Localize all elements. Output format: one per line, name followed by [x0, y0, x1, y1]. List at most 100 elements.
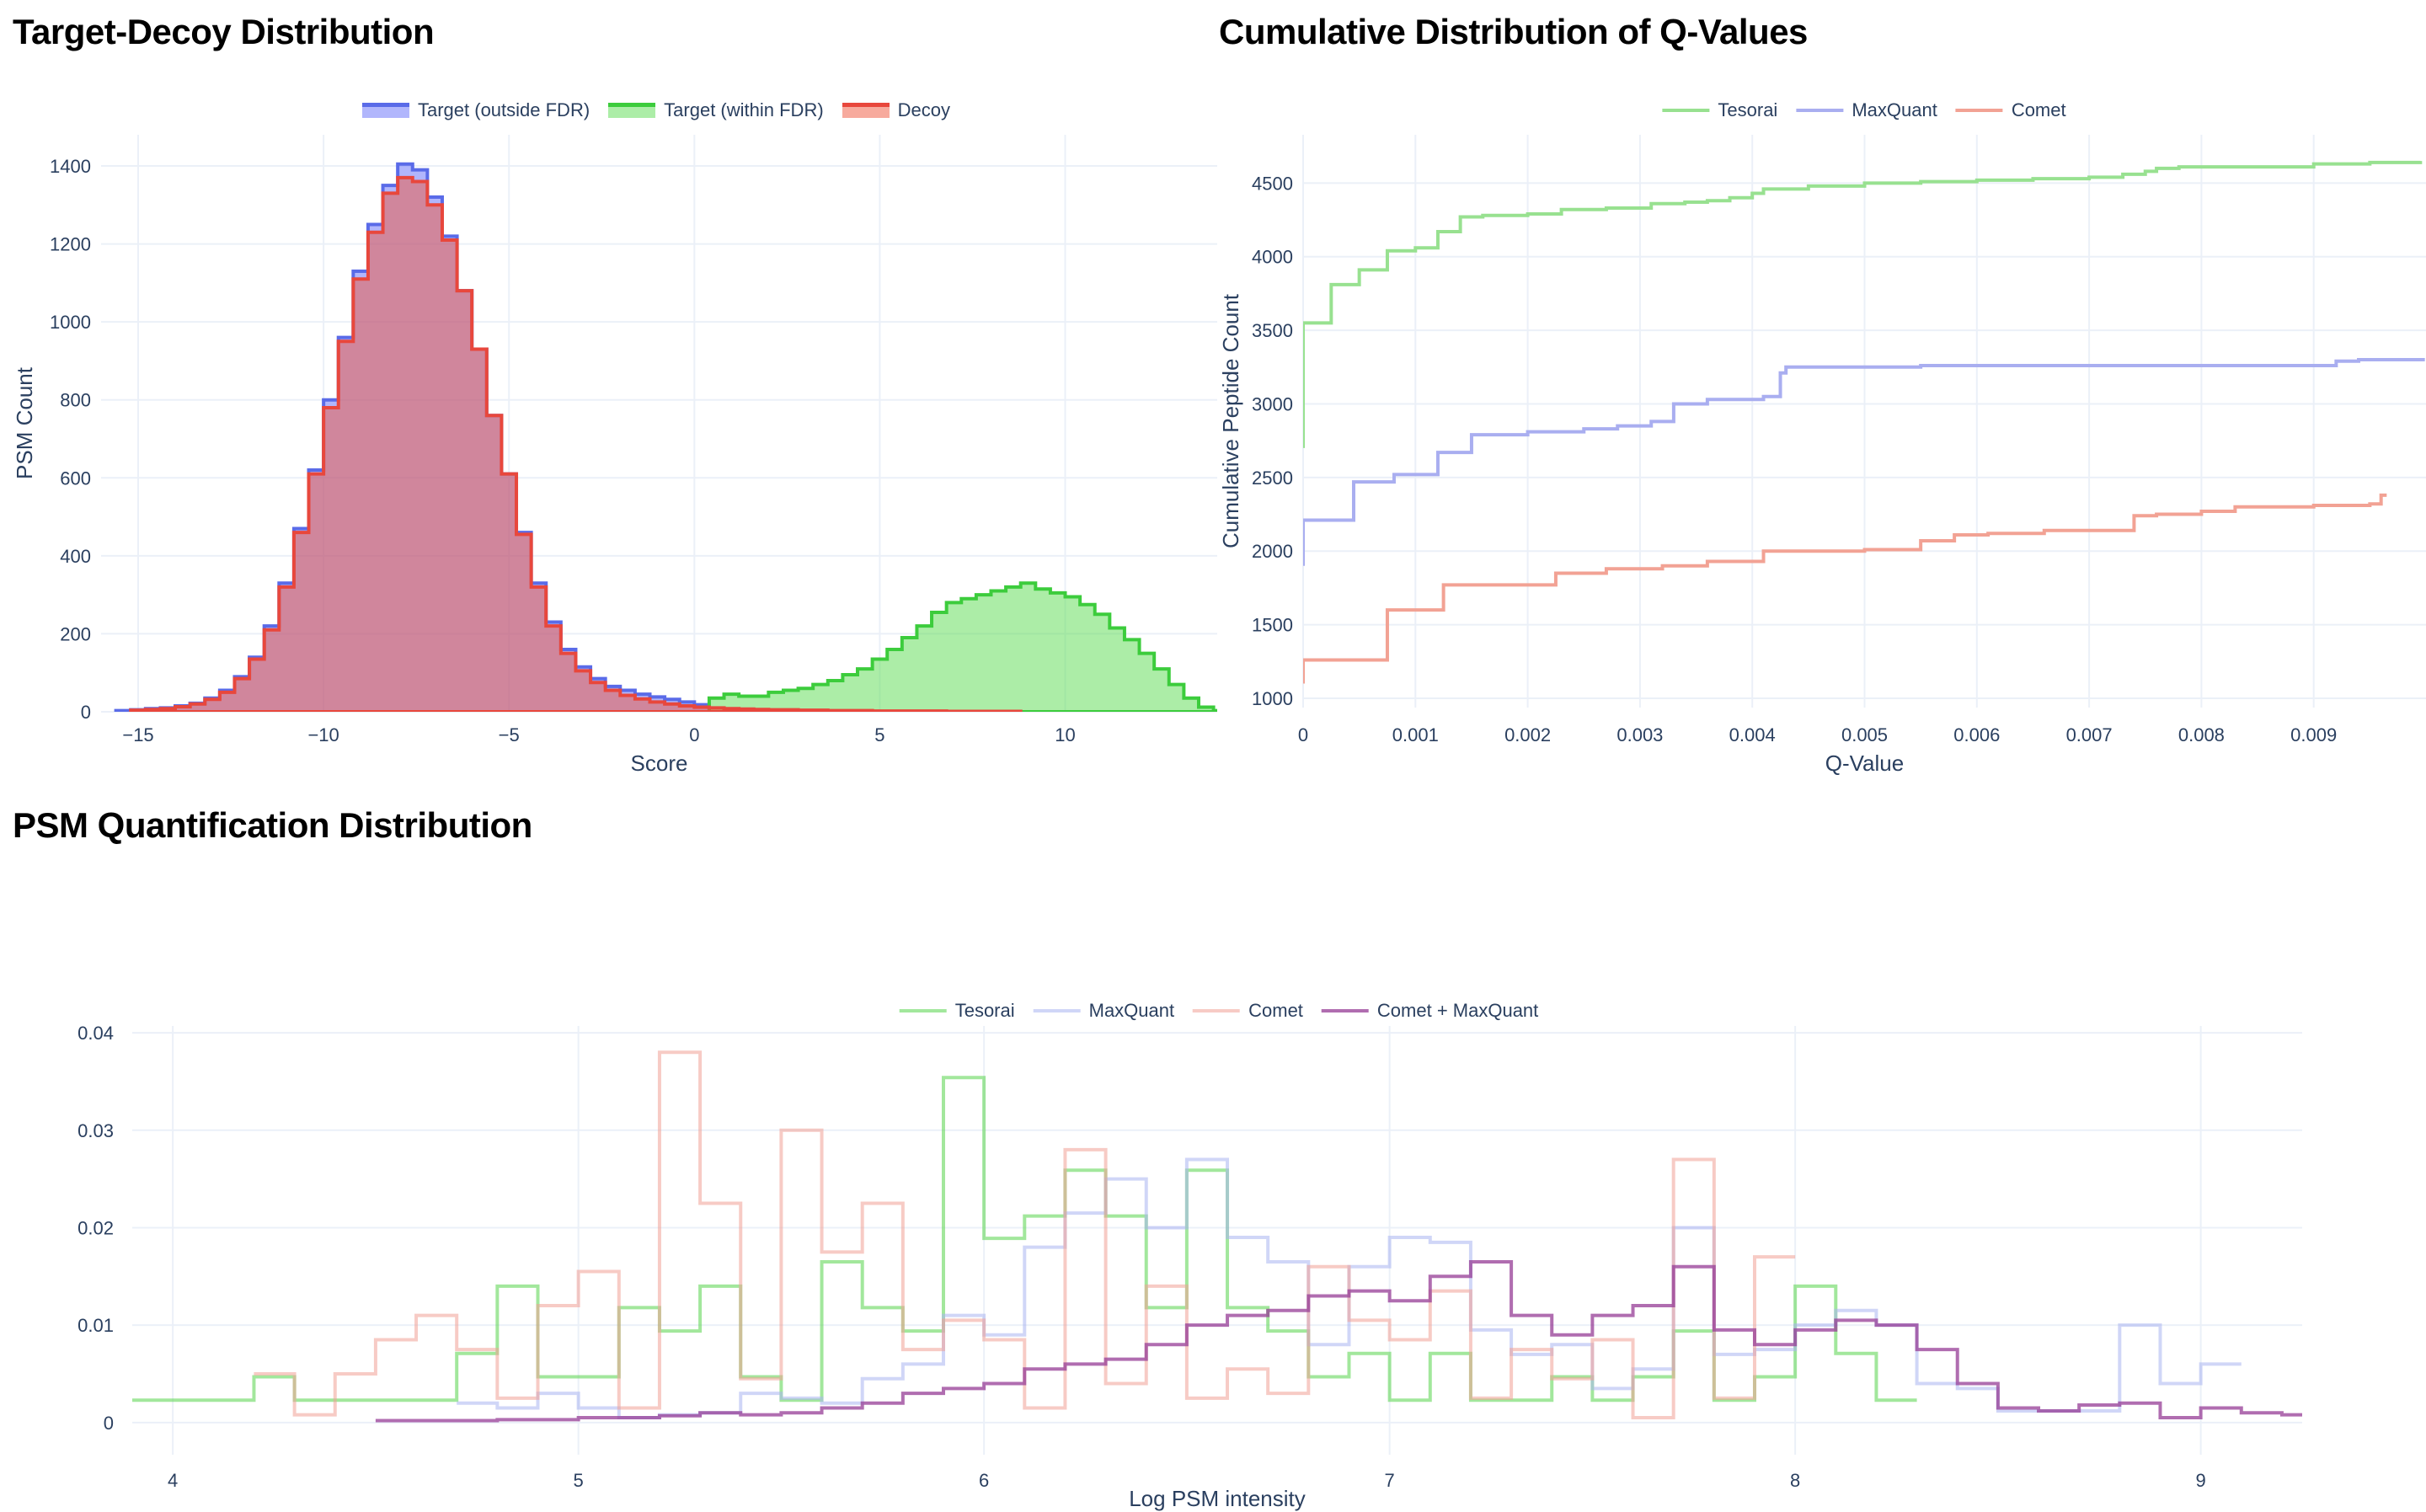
y-tick-label: 1200 [50, 234, 91, 255]
y-axis-title: Cumulative Peptide Count [1218, 293, 1243, 548]
legend-item-comet[interactable]: Comet [1193, 1000, 1303, 1022]
plot-area [114, 162, 1217, 712]
series-comet [1303, 493, 2387, 684]
plot-area [132, 1050, 2302, 1423]
x-tick-label: 6 [979, 1470, 989, 1491]
qvalue-chart: 0 0.001 0.002 0.003 0.004 0.005 0.006 0.007 0.00… [1218, 135, 2426, 776]
legend-label: MaxQuant [1852, 99, 1937, 120]
x-tick-label: −15 [122, 724, 153, 745]
legend-swatch [1193, 1009, 1241, 1012]
x-axis-title: Log PSM intensity [1129, 1486, 1306, 1511]
y-axis-title: PSM Count [12, 366, 37, 479]
x-tick-label: −5 [499, 724, 520, 745]
step-line [1303, 160, 2423, 448]
y-tick-label: 200 [60, 623, 91, 644]
target-decoy-chart: −15 −10 −5 0 5 10 0 200 400 600 800 1000 1200 1400 Sco… [12, 135, 1217, 776]
x-tick-label: 0.005 [1841, 724, 1888, 745]
legend-label: Target (outside FDR) [417, 99, 590, 120]
x-tick-label: 9 [2196, 1470, 2206, 1491]
x-tick-label: 7 [1385, 1470, 1395, 1491]
x-axis-title: Score [631, 751, 688, 776]
legend-label: Comet [1248, 1000, 1303, 1021]
x-tick-label: 5 [874, 724, 884, 745]
y-tick-label: 0 [81, 702, 91, 723]
legend-item-tesorai[interactable]: Tesorai [899, 1000, 1015, 1022]
series-decoy [129, 175, 1023, 712]
legend-swatch [1033, 1009, 1081, 1012]
y-tick-label: 0.04 [77, 1023, 114, 1044]
legend-item-target-outside[interactable]: Target (outside FDR) [361, 99, 590, 121]
chart-title-qvalues: Cumulative Distribution of Q-Values [1219, 12, 1808, 51]
legend-swatch [1321, 1009, 1369, 1012]
y-tick-label: 1000 [1252, 688, 1293, 709]
legend-label: Tesorai [954, 1000, 1015, 1021]
legend-item-tesorai[interactable]: Tesorai [1662, 99, 1777, 121]
y-tick-label: 4500 [1252, 173, 1293, 194]
legend-swatch [899, 1009, 947, 1012]
plot-area [1303, 160, 2425, 684]
chart-title-target-decoy: Target-Decoy Distribution [13, 12, 435, 51]
y-tick-label: 0.03 [77, 1120, 114, 1141]
chart-title-quantification: PSM Quantification Distribution [13, 805, 532, 845]
x-tick-label: 0.002 [1504, 724, 1551, 745]
legend-swatch [1796, 109, 1844, 112]
legend-item-comet-maxquant[interactable]: Comet + MaxQuant [1321, 1000, 1539, 1022]
legend-item-decoy[interactable]: Decoy [842, 99, 950, 121]
legend-label: Comet [2011, 99, 2066, 120]
y-tick-label: 3000 [1252, 393, 1293, 414]
x-tick-label: 10 [1055, 724, 1075, 745]
legend-swatch [1662, 109, 1710, 112]
series-maxquant [1303, 358, 2425, 566]
x-tick-label: 0.006 [1953, 724, 2000, 745]
x-tick-label: 8 [1790, 1470, 1800, 1491]
x-tick-label: 5 [574, 1470, 584, 1491]
legend-swatch [608, 103, 656, 118]
y-tick-label: 400 [60, 546, 91, 567]
legend-item-maxquant[interactable]: MaxQuant [1796, 99, 1937, 121]
legend-target-decoy: Target (outside FDR) Target (within FDR)… [361, 99, 950, 121]
x-tick-label: 0.009 [2290, 724, 2337, 745]
x-axis-title: Q-Value [1825, 751, 1904, 776]
quantification-chart: 4 5 6 7 8 9 0 0.01 0.02 0.03 0.04 Log PSM intensity [77, 1023, 2302, 1511]
y-tick-label: 1500 [1252, 615, 1293, 636]
y-tick-label: 600 [60, 467, 91, 489]
y-tick-label: 0 [104, 1413, 114, 1434]
legend-label: Tesorai [1718, 99, 1778, 120]
x-tick-label: 0.008 [2178, 724, 2225, 745]
histogram-fill [708, 583, 1217, 712]
legend-swatch [842, 103, 890, 118]
legend-label: Comet + MaxQuant [1376, 1000, 1539, 1021]
y-tick-label: 1400 [50, 156, 91, 177]
histogram-outline [707, 581, 1217, 712]
series-target-within-fdr [707, 581, 1217, 712]
step-line [1303, 493, 2387, 684]
legend-item-target-within[interactable]: Target (within FDR) [608, 99, 824, 121]
y-tick-label: 4000 [1252, 247, 1293, 268]
x-tick-label: 0.004 [1729, 724, 1776, 745]
y-tick-label: 3500 [1252, 320, 1293, 341]
x-tick-label: −10 [307, 724, 339, 745]
x-tick-label: 0.007 [2066, 724, 2113, 745]
y-tick-label: 2000 [1252, 541, 1293, 562]
legend-label: MaxQuant [1088, 1000, 1175, 1021]
y-tick-label: 2500 [1252, 467, 1293, 489]
histogram-line [375, 1259, 2302, 1423]
x-tick-label: 0 [689, 724, 699, 745]
histogram-outline [129, 175, 1023, 712]
legend-swatch [361, 103, 409, 118]
x-tick-label: 0 [1298, 724, 1308, 745]
y-tick-label: 800 [60, 390, 91, 411]
series-tesorai [1303, 160, 2423, 448]
series-comet-maxquant [375, 1259, 2302, 1423]
legend-item-maxquant[interactable]: MaxQuant [1033, 1000, 1175, 1022]
x-tick-label: 0.001 [1392, 724, 1439, 745]
x-tick-label: 4 [168, 1470, 178, 1491]
y-tick-label: 1000 [50, 312, 91, 333]
step-line [1303, 358, 2425, 566]
legend-label: Decoy [897, 99, 951, 120]
legend-item-comet[interactable]: Comet [1955, 99, 2066, 121]
y-tick-label: 0.02 [77, 1217, 114, 1238]
y-tick-label: 0.01 [77, 1315, 114, 1336]
legend-qvalues: Tesorai MaxQuant Comet [1662, 99, 2066, 121]
